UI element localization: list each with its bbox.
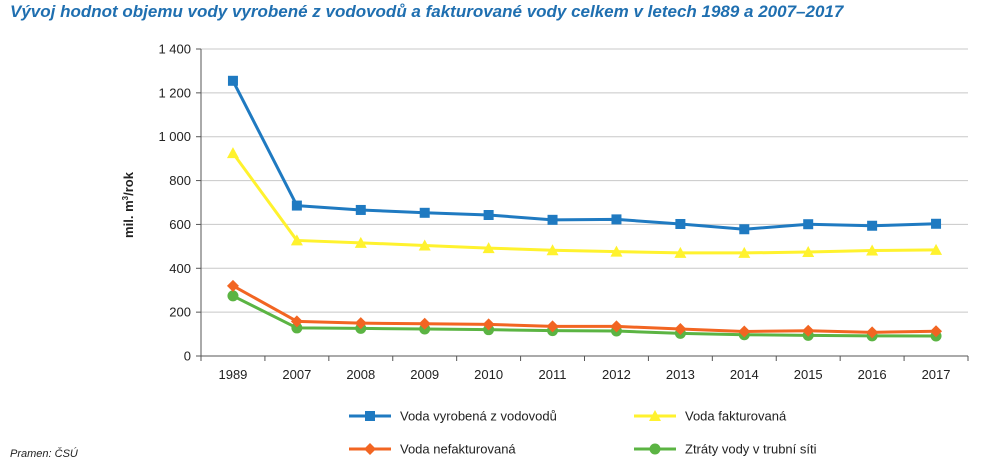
data-point <box>227 290 239 302</box>
y-tick-label: 1 400 <box>158 42 191 57</box>
data-point <box>867 220 878 231</box>
data-point <box>482 318 495 331</box>
series-1 <box>227 75 942 235</box>
data-point <box>866 244 879 256</box>
series-2 <box>226 147 943 258</box>
legend-entry: Voda vyrobená z vodovodů <box>349 409 557 424</box>
data-point <box>483 209 494 220</box>
chart-title: Vývoj hodnot objemu vody vyrobené z vodo… <box>10 2 844 21</box>
data-point <box>803 219 814 230</box>
data-point <box>802 324 815 337</box>
data-point <box>355 204 366 215</box>
y-axis-label-rest: /rok <box>121 171 136 196</box>
data-point <box>739 224 750 235</box>
data-point <box>418 239 431 251</box>
legend-marker <box>649 410 661 421</box>
data-point <box>931 218 942 229</box>
data-point <box>354 236 367 248</box>
x-tick-label: 2009 <box>410 367 439 382</box>
y-tick-label: 0 <box>184 349 191 364</box>
legend-entry: Voda nefakturovaná <box>349 442 516 457</box>
data-point <box>354 317 367 330</box>
y-tick-label: 600 <box>169 217 191 232</box>
legend-label: Voda vyrobená z vodovodů <box>400 409 557 424</box>
x-tick-label: 2008 <box>346 367 375 382</box>
x-tick-label: 1989 <box>218 367 247 382</box>
data-point <box>930 243 943 255</box>
legend-label: Voda nefakturovaná <box>400 442 516 457</box>
y-tick-label: 1 000 <box>158 129 191 144</box>
series-line <box>232 294 937 338</box>
data-point <box>418 317 431 330</box>
data-point <box>675 218 686 229</box>
series-4 <box>227 290 942 342</box>
data-point <box>291 200 302 211</box>
legend-label: Ztráty vody v trubní síti <box>685 442 817 457</box>
data-point <box>930 325 943 338</box>
x-tick-label: 2013 <box>666 367 695 382</box>
data-point <box>290 234 303 246</box>
series-lines <box>226 75 943 342</box>
legend-marker <box>649 443 661 455</box>
x-tick-label: 2015 <box>794 367 823 382</box>
x-tick-label: 2012 <box>602 367 631 382</box>
data-point <box>547 214 558 225</box>
data-point <box>866 326 879 339</box>
data-point <box>674 246 687 258</box>
y-tick-label: 200 <box>169 305 191 320</box>
axes: 0 200 400 600 800 1 000 1 200 1 400 1989 2007 2008… <box>158 42 969 382</box>
y-tick-label: 400 <box>169 261 191 276</box>
data-point <box>290 315 303 328</box>
x-tick-label: 2017 <box>922 367 951 382</box>
series-line <box>231 80 937 231</box>
x-tick-label: 2014 <box>730 367 759 382</box>
series-line <box>231 152 937 255</box>
y-axis-label-unit: mil. m <box>121 200 136 238</box>
data-point <box>226 147 239 159</box>
legend-marker <box>365 411 375 421</box>
data-point <box>482 242 495 254</box>
data-point <box>611 214 622 225</box>
data-point <box>610 320 623 333</box>
data-point <box>291 322 303 334</box>
data-point <box>546 320 559 333</box>
data-point <box>419 207 430 218</box>
y-tick-label: 1 200 <box>158 85 191 100</box>
legend-entry: Voda fakturovaná <box>634 409 787 424</box>
data-point <box>738 325 751 338</box>
data-point <box>738 246 751 258</box>
x-tick-label: 2010 <box>474 367 503 382</box>
x-tick-label: 2011 <box>539 367 567 382</box>
legend: Voda vyrobená z vodovodů Voda fakturovaná… <box>349 409 817 457</box>
gridlines <box>201 48 968 357</box>
y-tick-label: 800 <box>169 173 191 188</box>
source-note: Pramen: ČSÚ <box>10 448 78 460</box>
data-point <box>674 323 687 336</box>
y-axis-label-sup: 3 <box>121 195 130 200</box>
x-tick-label: 2016 <box>858 367 887 382</box>
legend-label: Voda fakturovaná <box>685 409 787 424</box>
series-line <box>232 284 937 334</box>
series-3 <box>226 279 943 339</box>
x-tick-label: 2007 <box>282 367 311 382</box>
legend-marker <box>364 443 376 455</box>
data-point <box>226 279 239 292</box>
data-point <box>802 246 815 258</box>
data-point <box>610 245 623 257</box>
legend-entry: Ztráty vody v trubní síti <box>634 442 817 457</box>
data-point <box>227 75 238 86</box>
y-axis-label: mil. m3/rok <box>121 171 136 238</box>
data-point <box>546 244 559 256</box>
